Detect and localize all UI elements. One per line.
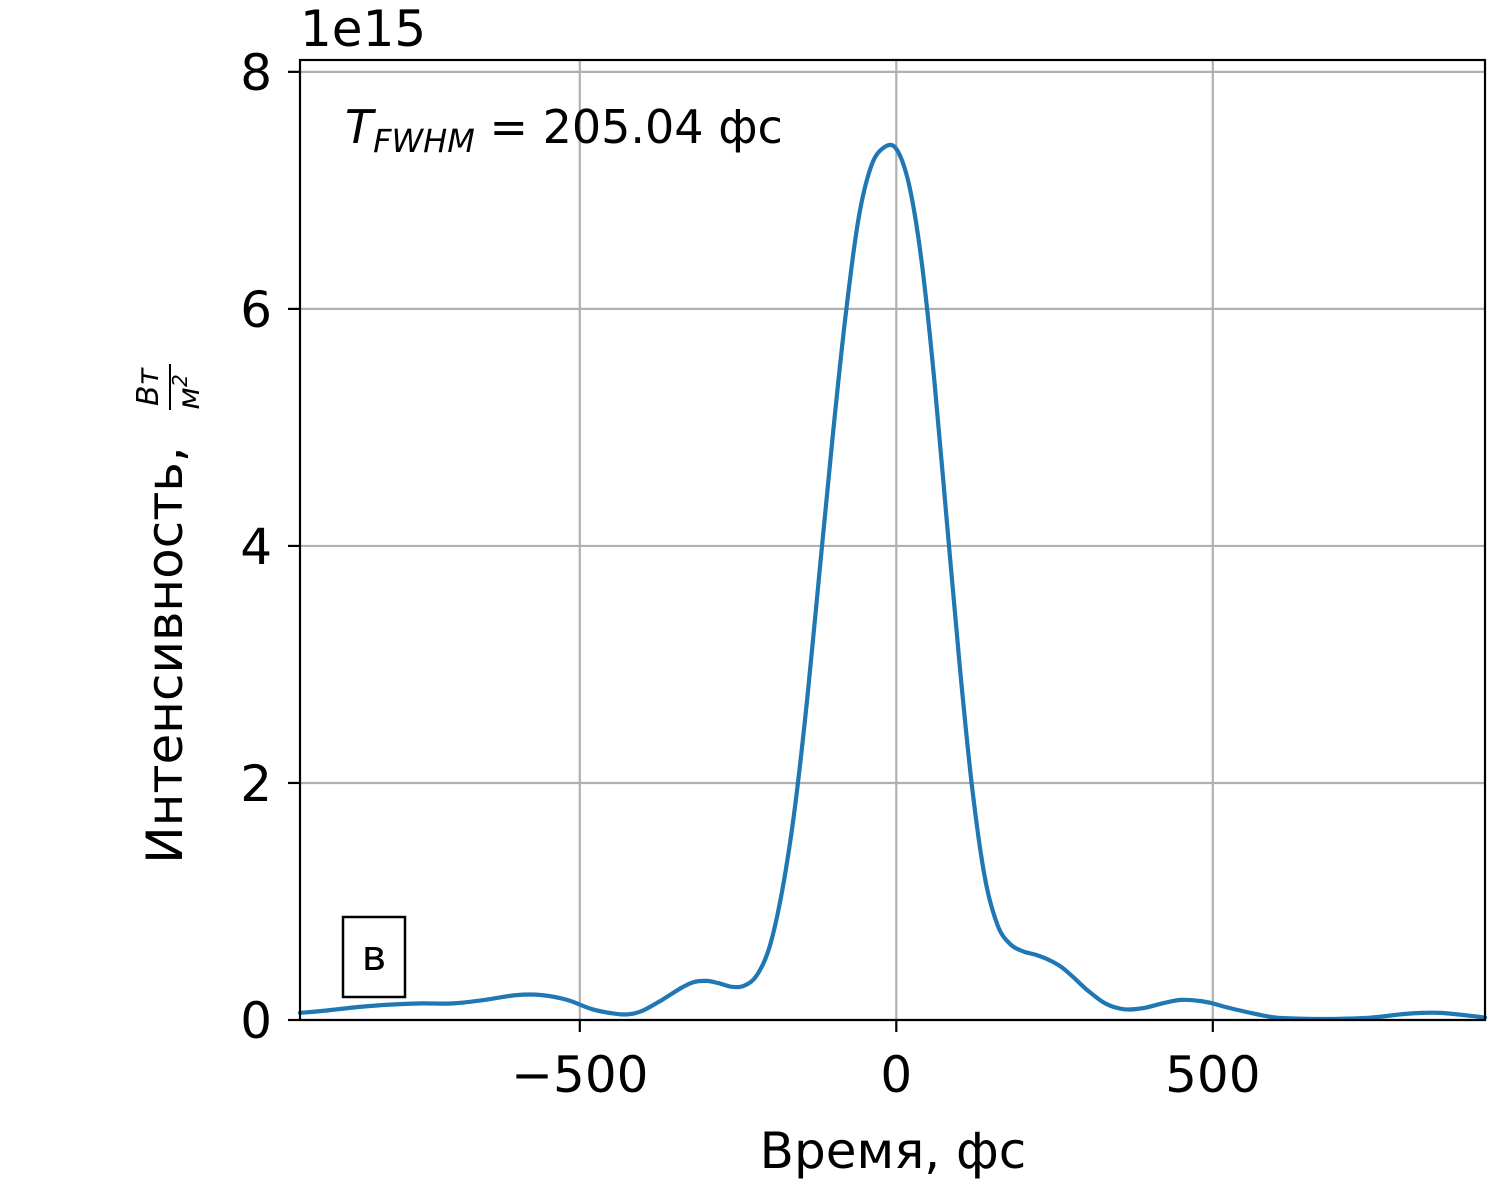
- panel-label: в: [362, 931, 387, 980]
- x-tick-label: −500: [511, 1046, 648, 1104]
- x-tick-label: 500: [1165, 1046, 1260, 1104]
- fwhm-symbol: T: [345, 100, 377, 154]
- y-ticks: 0 2 4 6 8: [240, 44, 300, 1050]
- fwhm-subscript: FWHM: [373, 122, 475, 160]
- fwhm-annotation: TFWHM = 205.04 фс: [345, 100, 783, 160]
- y-axis-label: Интенсивность, Вт м2: [131, 364, 207, 864]
- y-axis-label-text: Интенсивность,: [136, 446, 194, 863]
- x-tick-label: 0: [880, 1046, 912, 1104]
- y-tick-label: 4: [240, 518, 272, 576]
- fwhm-value: = 205.04 фс: [475, 100, 783, 154]
- grid: [300, 60, 1485, 1022]
- plot-area: [297, 142, 1488, 1022]
- x-axis-label: Время, фс: [760, 1122, 1027, 1180]
- axes-frame: [298, 58, 1487, 1022]
- offset-text: 1e15: [300, 0, 426, 58]
- y-axis-unit-exponent: 2: [168, 374, 192, 387]
- y-axis-unit-denominator: м: [172, 387, 207, 410]
- intensity-line: [297, 142, 1488, 1022]
- y-tick-label: 0: [240, 992, 272, 1050]
- y-axis-unit-numerator: Вт: [131, 366, 166, 406]
- y-tick-label: 2: [240, 755, 272, 813]
- y-tick-label: 8: [240, 44, 272, 102]
- x-ticks: −500 0 500: [511, 1020, 1261, 1104]
- y-tick-label: 6: [240, 281, 272, 339]
- panel-label-box: в: [341, 915, 407, 999]
- svg-text:м2: м2: [168, 374, 207, 409]
